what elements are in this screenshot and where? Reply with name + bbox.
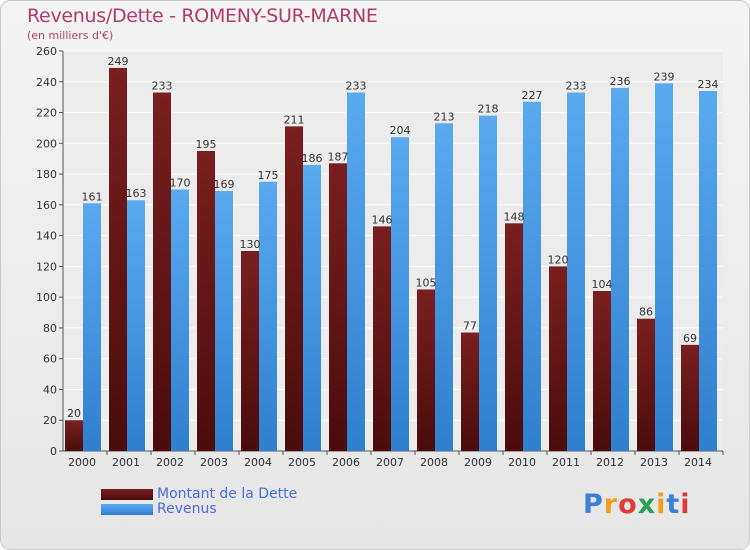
bar-revenue-2007 — [391, 137, 409, 451]
x-tick-label: 2002 — [156, 456, 184, 469]
y-tick-label: 200 — [36, 137, 57, 150]
bar-debt-2009 — [461, 332, 479, 451]
data-label-revenue: 236 — [610, 75, 631, 88]
bar-revenue-2009 — [479, 115, 497, 451]
data-label-revenue: 213 — [434, 110, 455, 123]
bar-revenue-2000 — [83, 203, 101, 451]
bar-debt-2008 — [417, 289, 435, 451]
bar-revenue-2013 — [655, 83, 673, 452]
bar-debt-2006 — [329, 163, 347, 452]
data-label-debt: 20 — [67, 407, 81, 420]
y-tick-label: 260 — [36, 45, 57, 58]
y-tick-label: 20 — [43, 414, 57, 427]
bar-debt-2010 — [505, 223, 523, 451]
data-label-revenue: 169 — [214, 178, 235, 191]
legend-swatch-debt — [101, 489, 153, 500]
bar-debt-2002 — [153, 92, 171, 452]
y-tick-label: 120 — [36, 260, 57, 273]
data-label-revenue: 239 — [654, 70, 675, 83]
bar-debt-2011 — [549, 266, 567, 451]
data-label-revenue: 161 — [82, 190, 103, 203]
bar-debt-2000 — [65, 420, 83, 451]
data-label-debt: 104 — [592, 278, 613, 291]
legend-swatch-revenue — [101, 504, 153, 515]
y-tick-label: 160 — [36, 199, 57, 212]
data-label-debt: 187 — [328, 150, 349, 163]
legend-label-revenue: Revenus — [157, 501, 217, 517]
proxiti-logo: Proxiti — [583, 489, 691, 520]
bar-debt-2007 — [373, 226, 391, 451]
data-label-debt: 148 — [504, 210, 525, 223]
data-label-revenue: 234 — [698, 78, 719, 91]
data-label-debt: 120 — [548, 253, 569, 266]
bar-debt-2003 — [197, 151, 215, 451]
x-tick-label: 2012 — [596, 456, 624, 469]
data-label-revenue: 233 — [346, 80, 367, 93]
bar-debt-2005 — [285, 126, 303, 451]
y-tick-label: 60 — [43, 353, 57, 366]
data-label-revenue: 204 — [390, 124, 411, 137]
x-tick-label: 2010 — [508, 456, 536, 469]
bar-revenue-2008 — [435, 123, 453, 452]
x-tick-label: 2004 — [244, 456, 272, 469]
x-tick-label: 2013 — [640, 456, 668, 469]
x-tick-label: 2006 — [332, 456, 360, 469]
data-label-debt: 195 — [196, 138, 217, 151]
x-tick-label: 2003 — [200, 456, 228, 469]
bar-debt-2012 — [593, 291, 611, 451]
bar-revenue-2011 — [567, 92, 585, 452]
x-tick-label: 2008 — [420, 456, 448, 469]
data-label-revenue: 218 — [478, 103, 499, 116]
data-label-debt: 211 — [284, 113, 305, 126]
data-label-debt: 130 — [240, 238, 261, 251]
data-label-revenue: 227 — [522, 89, 543, 102]
bar-revenue-2005 — [303, 164, 321, 451]
data-label-revenue: 175 — [258, 169, 279, 182]
chart-title: Revenus/Dette - ROMENY-SUR-MARNE — [27, 5, 378, 27]
bar-debt-2014 — [681, 344, 699, 451]
data-label-debt: 146 — [372, 213, 393, 226]
data-label-revenue: 233 — [566, 80, 587, 93]
data-label-debt: 249 — [108, 55, 129, 68]
bar-revenue-2012 — [611, 87, 629, 451]
bar-revenue-2002 — [171, 189, 189, 451]
bar-revenue-2010 — [523, 101, 541, 452]
y-tick-label: 40 — [43, 383, 57, 396]
y-tick-label: 220 — [36, 107, 57, 120]
data-label-revenue: 170 — [170, 176, 191, 189]
y-tick-label: 140 — [36, 230, 57, 243]
data-label-debt: 233 — [152, 80, 173, 93]
x-tick-label: 2014 — [684, 456, 712, 469]
data-label-debt: 77 — [463, 320, 477, 333]
x-tick-label: 2011 — [552, 456, 580, 469]
x-tick-label: 2009 — [464, 456, 492, 469]
x-tick-label: 2001 — [112, 456, 140, 469]
legend-label-debt: Montant de la Dette — [157, 486, 298, 502]
bar-revenue-2004 — [259, 181, 277, 451]
data-label-revenue: 186 — [302, 152, 323, 165]
x-tick-label: 2005 — [288, 456, 316, 469]
data-label-revenue: 163 — [126, 187, 147, 200]
data-label-debt: 86 — [639, 306, 653, 319]
y-tick-label: 240 — [36, 76, 57, 89]
data-label-debt: 105 — [416, 276, 437, 289]
bar-revenue-2006 — [347, 92, 365, 452]
bar-revenue-2001 — [127, 200, 145, 451]
bar-revenue-2003 — [215, 191, 233, 451]
bar-debt-2004 — [241, 251, 259, 451]
x-tick-label: 2007 — [376, 456, 404, 469]
x-tick-label: 2000 — [68, 456, 96, 469]
chart-subtitle: (en milliers d'€) — [27, 29, 114, 42]
y-tick-label: 0 — [50, 445, 57, 458]
data-label-debt: 69 — [683, 332, 697, 345]
bar-revenue-2014 — [699, 91, 717, 451]
y-tick-label: 80 — [43, 322, 57, 335]
y-tick-label: 180 — [36, 168, 57, 181]
bar-debt-2013 — [637, 318, 655, 451]
bar-debt-2001 — [109, 67, 127, 451]
y-tick-label: 100 — [36, 291, 57, 304]
